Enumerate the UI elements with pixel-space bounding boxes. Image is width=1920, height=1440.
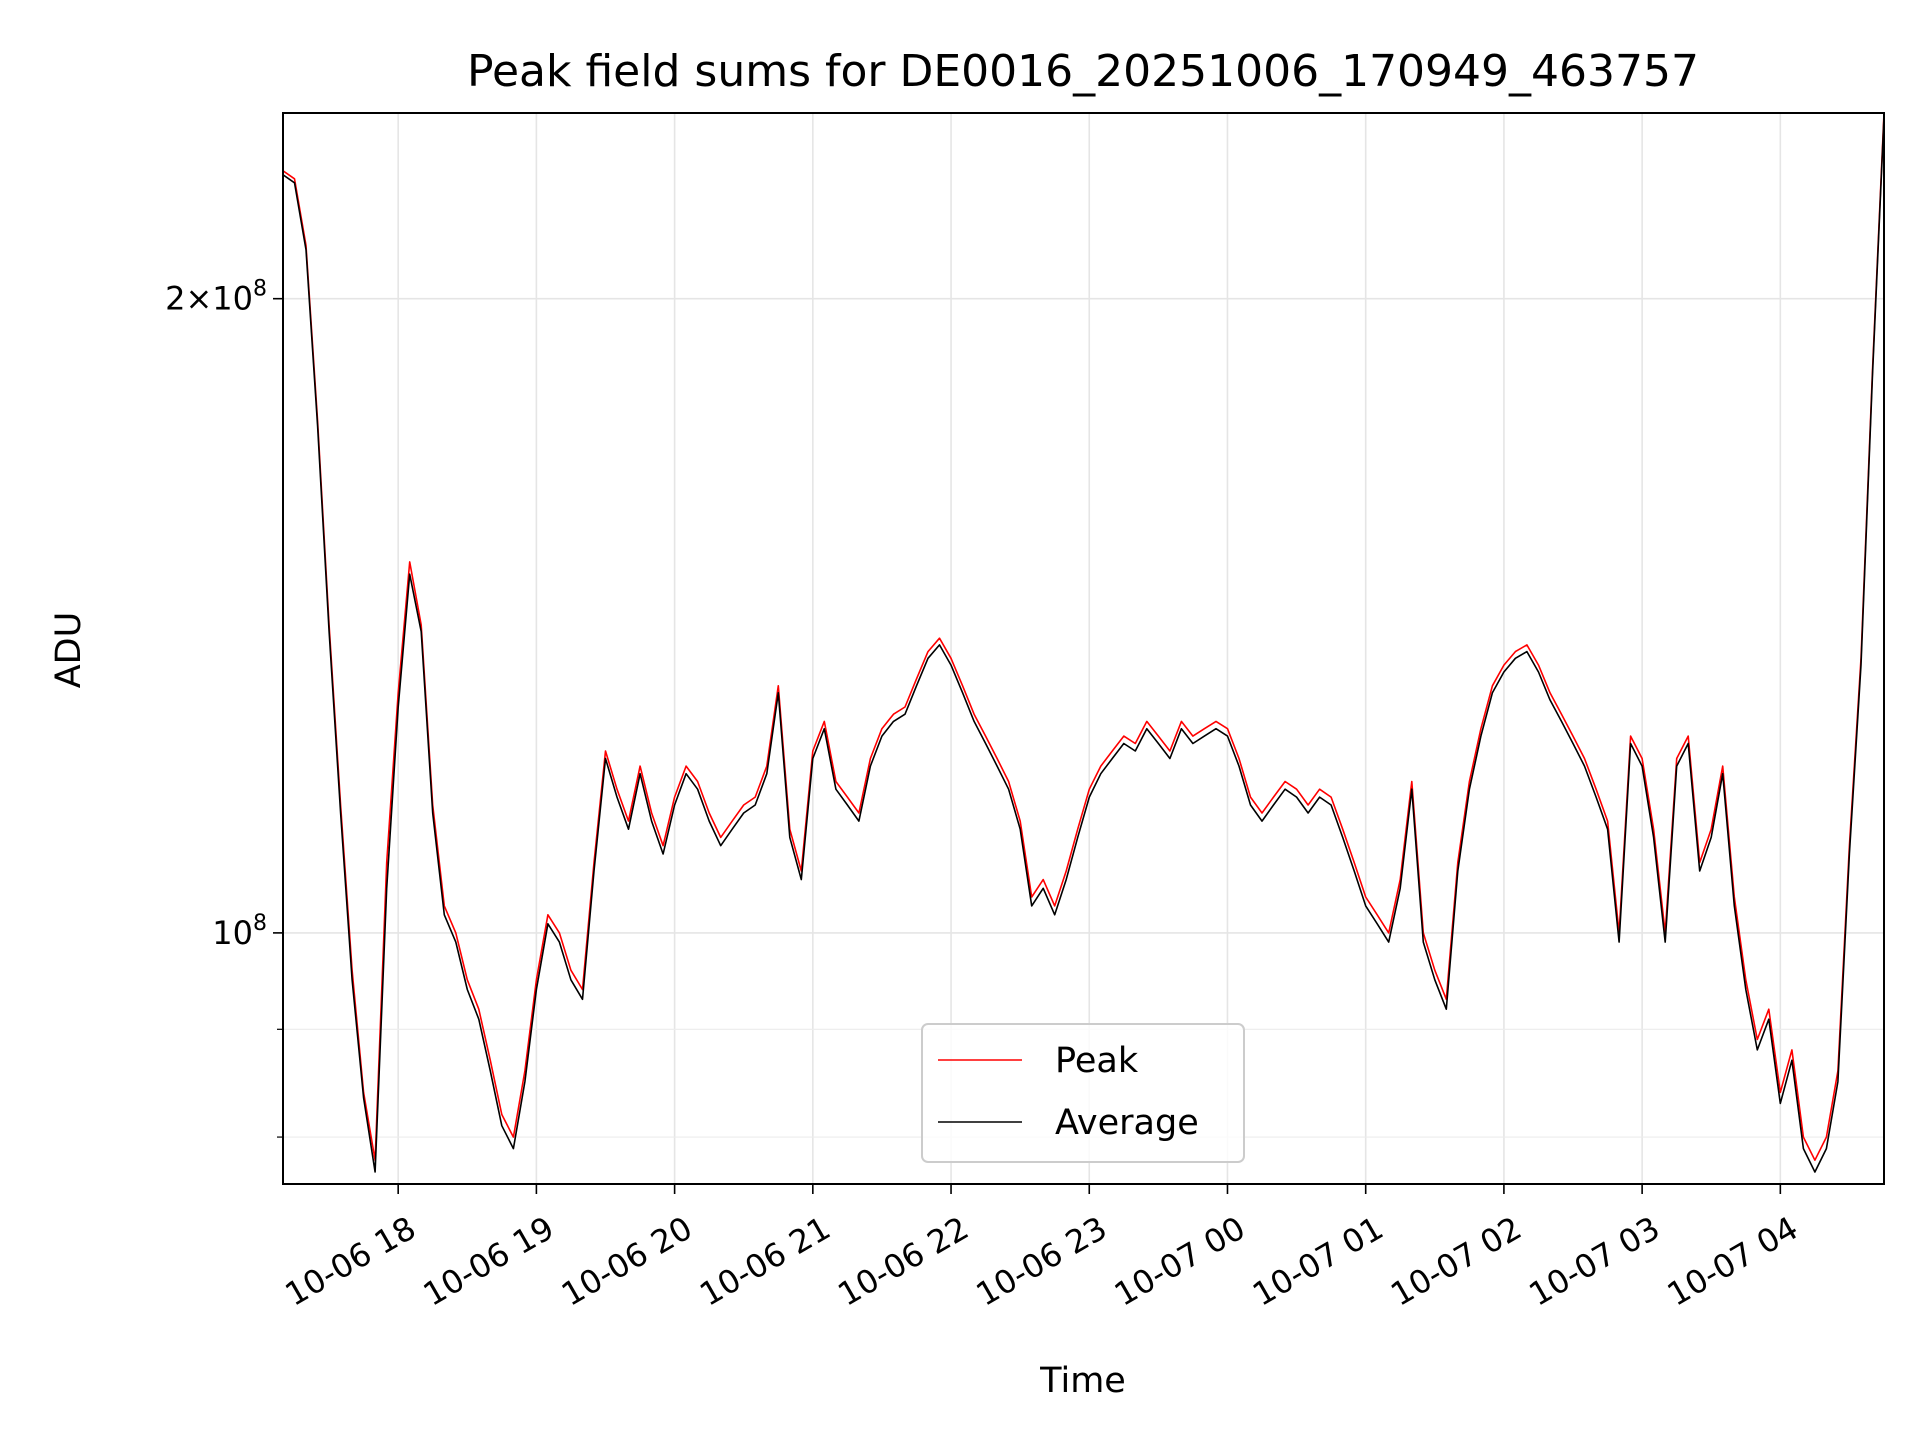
x-tick-label: 10-07 00 — [1108, 1209, 1252, 1314]
legend-box — [921, 1023, 1245, 1163]
x-tick-label: 10-06 23 — [970, 1209, 1114, 1314]
x-tick-label: 10-06 19 — [417, 1209, 561, 1314]
x-tick-label: 10-06 22 — [831, 1209, 975, 1314]
legend-label-average: Average — [1055, 1103, 1199, 1143]
y-tick-label: 108 — [212, 911, 267, 952]
y-axis: 108 2×108 — [165, 277, 283, 1138]
plot-frame — [282, 112, 1885, 1185]
x-tick-label: 10-06 21 — [693, 1209, 837, 1314]
series-line-peak — [283, 113, 1884, 1161]
series-layer — [283, 113, 1884, 1173]
x-axis-label: Time — [1039, 1361, 1126, 1401]
x-tick-label: 10-07 03 — [1523, 1209, 1667, 1314]
legend: Peak Average — [921, 1023, 1245, 1163]
y-axis-label: ADU — [49, 612, 89, 689]
chart-title: Peak field sums for DE0016_20251006_1709… — [467, 46, 1699, 97]
legend-label-peak: Peak — [1055, 1041, 1139, 1081]
x-tick-label: 10-07 04 — [1661, 1209, 1805, 1314]
x-tick-label: 10-06 20 — [555, 1209, 699, 1314]
series-line-average — [283, 116, 1884, 1173]
x-tick-label: 10-07 01 — [1246, 1209, 1390, 1314]
y-tick-label: 2×108 — [165, 277, 267, 318]
x-tick-label: 10-06 18 — [279, 1209, 423, 1314]
x-tick-label: 10-07 02 — [1384, 1209, 1528, 1314]
